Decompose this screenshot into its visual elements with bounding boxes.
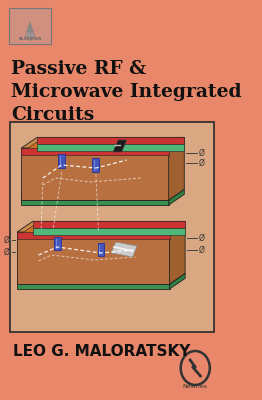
Text: Passive RF &: Passive RF &: [11, 60, 146, 78]
Polygon shape: [17, 273, 185, 284]
Polygon shape: [21, 148, 169, 155]
Polygon shape: [21, 194, 169, 199]
FancyBboxPatch shape: [10, 122, 214, 332]
Polygon shape: [98, 243, 105, 256]
Polygon shape: [21, 137, 184, 148]
Polygon shape: [21, 189, 184, 200]
Polygon shape: [111, 242, 137, 257]
Text: Ø: Ø: [199, 158, 205, 168]
Polygon shape: [169, 189, 184, 205]
Polygon shape: [54, 237, 61, 250]
Polygon shape: [26, 22, 33, 32]
Text: Ø: Ø: [4, 236, 9, 244]
Text: ELSEVIER: ELSEVIER: [18, 38, 42, 42]
Polygon shape: [17, 278, 170, 283]
Polygon shape: [58, 154, 65, 168]
Text: Newnes: Newnes: [183, 384, 208, 390]
Polygon shape: [169, 137, 184, 200]
Polygon shape: [37, 137, 184, 144]
Text: LEO G. MALORATSKY: LEO G. MALORATSKY: [13, 344, 190, 360]
Polygon shape: [25, 140, 181, 150]
Text: Circuits: Circuits: [11, 106, 94, 124]
Polygon shape: [33, 228, 185, 235]
FancyBboxPatch shape: [9, 8, 51, 44]
Text: Ø: Ø: [199, 246, 205, 254]
Text: Ø: Ø: [199, 234, 205, 242]
Text: Ø: Ø: [4, 248, 9, 256]
Polygon shape: [17, 284, 170, 289]
Polygon shape: [17, 232, 170, 284]
Polygon shape: [92, 158, 99, 172]
Polygon shape: [17, 221, 185, 232]
Polygon shape: [113, 140, 127, 152]
Polygon shape: [20, 224, 182, 234]
Polygon shape: [170, 273, 185, 289]
Polygon shape: [17, 232, 170, 239]
Polygon shape: [170, 221, 185, 284]
Polygon shape: [25, 26, 35, 37]
Text: Ø: Ø: [199, 148, 205, 158]
Polygon shape: [21, 200, 169, 205]
Polygon shape: [21, 148, 169, 200]
Polygon shape: [37, 144, 184, 151]
Polygon shape: [33, 221, 185, 228]
Text: Microwave Integrated: Microwave Integrated: [11, 83, 242, 101]
